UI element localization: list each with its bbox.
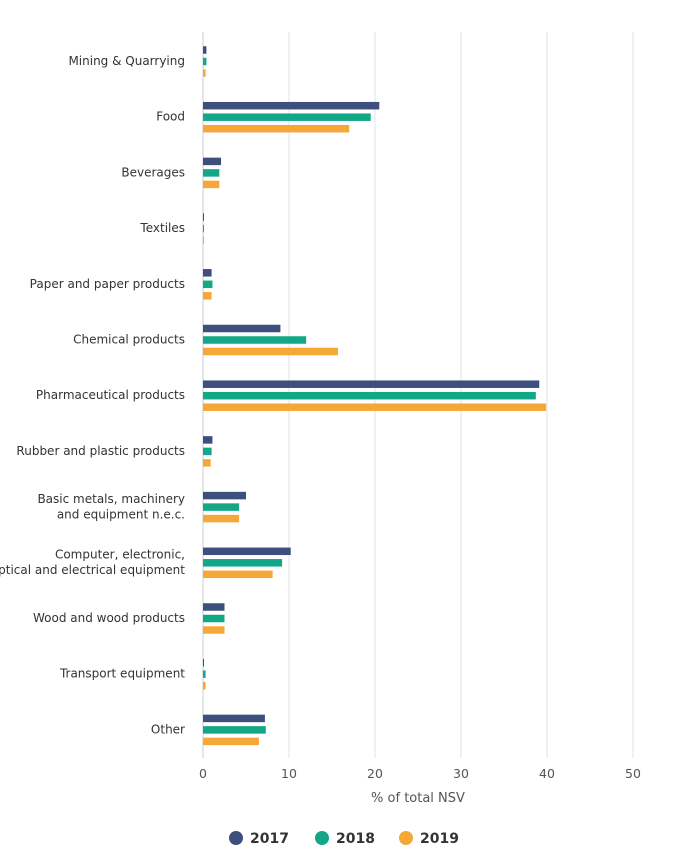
bar: [203, 101, 380, 110]
bar: [203, 213, 204, 221]
bar: [203, 447, 212, 456]
category-label: optical and electrical equipment: [0, 563, 185, 577]
bar: [203, 726, 266, 734]
bar: [203, 236, 204, 244]
category-label: Paper and paper products: [30, 277, 185, 291]
bar: [203, 292, 212, 300]
bar: [203, 436, 213, 444]
legend: 2017 2018 2019: [229, 831, 459, 847]
x-tick-labels: 0 10 20 30 40 50: [199, 766, 641, 781]
bar: [203, 124, 350, 133]
bar: [203, 347, 339, 356]
bar: [203, 681, 206, 690]
x-axis-title: % of total NSV: [371, 791, 465, 806]
bar: [203, 714, 265, 723]
bar: [203, 57, 207, 66]
legend-marker: [399, 831, 413, 845]
x-tick-label: 10: [281, 766, 297, 781]
x-tick-label: 30: [453, 766, 469, 781]
bar: [203, 69, 206, 77]
category-label: Transport equipment: [59, 667, 185, 681]
bar: [203, 614, 225, 623]
category-label: Computer, electronic,: [55, 548, 185, 562]
bar: [203, 403, 547, 411]
category-label: Textiles: [139, 221, 185, 235]
category-label: Chemical products: [73, 333, 185, 347]
bar: [203, 670, 206, 678]
bar: [203, 280, 213, 289]
bar: [203, 626, 225, 634]
x-tick-label: 20: [367, 766, 383, 781]
bar: [203, 169, 220, 177]
bar: [203, 46, 207, 54]
x-tick-label: 50: [625, 766, 641, 781]
bar: [203, 391, 536, 400]
bar: [203, 737, 259, 746]
bar: [203, 269, 212, 277]
bar: [203, 324, 281, 333]
bar: [203, 547, 291, 556]
bar: [203, 514, 240, 523]
category-label: Basic metals, machinery: [37, 492, 185, 506]
bar: [203, 570, 273, 579]
legend-marker: [229, 831, 243, 845]
category-label: Mining & Quarrying: [68, 54, 185, 68]
bar: [203, 603, 225, 611]
bars: [203, 46, 547, 746]
bar: [203, 459, 211, 467]
category-label: Pharmaceutical products: [36, 388, 185, 402]
legend-marker: [315, 831, 329, 845]
bar: [203, 559, 283, 567]
category-label: and equipment n.e.c.: [57, 507, 185, 521]
bar: [203, 336, 307, 344]
legend-label: 2018: [336, 831, 375, 847]
bar: [203, 380, 540, 388]
legend-label: 2019: [420, 831, 459, 847]
category-label: Wood and wood products: [33, 611, 185, 625]
bar: [203, 503, 240, 511]
legend-label: 2017: [250, 831, 289, 847]
x-tick-label: 40: [539, 766, 555, 781]
bar: [203, 157, 222, 166]
bar: [203, 491, 246, 500]
category-labels: Mining & Quarrying Food Beverages Textiles P…: [0, 54, 185, 736]
bar: [203, 658, 204, 667]
bar: [203, 113, 371, 121]
x-tick-label: 0: [199, 766, 207, 781]
category-label: Other: [151, 722, 185, 736]
bar: [203, 180, 220, 189]
category-label: Rubber and plastic products: [16, 444, 185, 458]
category-label: Food: [156, 110, 185, 124]
category-label: Beverages: [121, 165, 185, 179]
bar: [203, 224, 204, 233]
